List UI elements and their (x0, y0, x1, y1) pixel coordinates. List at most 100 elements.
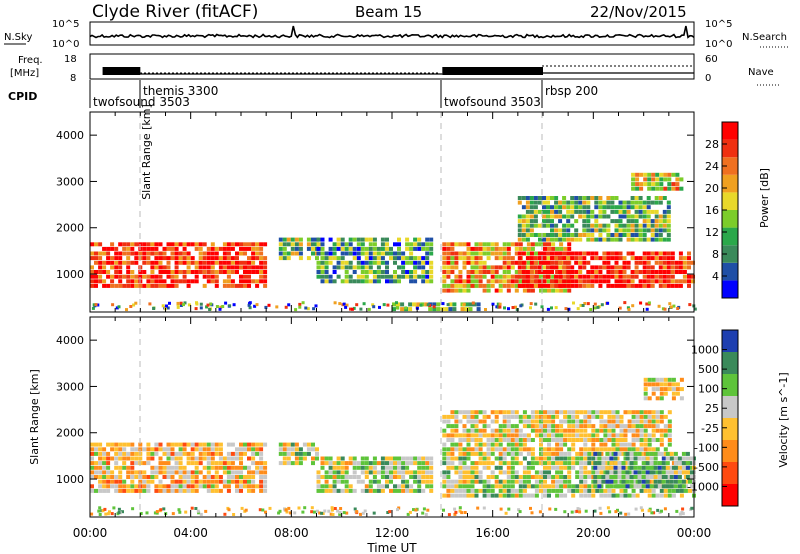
velocity-noise-cell (598, 506, 602, 510)
velocity-cell (340, 475, 345, 479)
velocity-cell (555, 442, 560, 447)
velocity-cell (526, 493, 531, 498)
velocity-cell (651, 447, 656, 452)
power-cell (567, 242, 572, 247)
power-cell (562, 256, 567, 261)
velocity-cell (510, 470, 515, 475)
velocity-cell (502, 479, 507, 484)
velocity-cell (567, 438, 572, 442)
power-cell (474, 251, 479, 256)
velocity-cell (389, 456, 393, 461)
power-noise-cell (267, 303, 271, 307)
velocity-noise-cell (663, 507, 667, 511)
velocity-cell (543, 451, 547, 456)
velocity-cell (673, 461, 678, 466)
power-cell (142, 251, 147, 256)
velocity-cell (206, 470, 211, 475)
power-cell (502, 283, 507, 288)
velocity-cell (239, 447, 243, 452)
power-cell (126, 265, 131, 270)
velocity-noise-cell (608, 510, 612, 514)
power-cell (186, 270, 191, 274)
power-cell (130, 270, 135, 274)
power-cell (554, 274, 559, 279)
power-cell (389, 251, 393, 256)
power-cell (110, 283, 115, 288)
power-cell (671, 182, 676, 187)
velocity-cell (162, 465, 167, 470)
velocity-cell (344, 470, 349, 475)
power-cell (598, 233, 603, 237)
velocity-cell (458, 451, 463, 456)
velocity-cell (655, 387, 660, 392)
velocity-cell (677, 484, 682, 489)
power-noise-cell (248, 302, 251, 306)
power-cell (606, 228, 611, 233)
power-cell (409, 256, 414, 261)
power-cell (393, 242, 397, 247)
power-cell (413, 265, 418, 270)
velocity-cell (555, 465, 560, 470)
velocity-cell (551, 461, 556, 466)
power-cell (578, 265, 583, 270)
velocity-cell (611, 433, 616, 438)
velocity-cell (466, 479, 471, 484)
velocity-cell (263, 479, 268, 484)
power-cell (90, 283, 94, 288)
power-noise-cell (208, 308, 212, 311)
velocity-cell (518, 461, 523, 466)
power-cell (514, 279, 519, 284)
velocity-noise-cell (199, 512, 203, 516)
velocity-cell (526, 438, 531, 442)
velocity-cell (98, 479, 103, 484)
power-cell (518, 242, 523, 247)
velocity-cell (502, 488, 507, 493)
power-cell (622, 283, 627, 288)
power-cell (170, 256, 175, 261)
power-cell (316, 274, 321, 279)
velocity-cell (625, 475, 630, 479)
power-cell (498, 283, 503, 288)
power-cell (546, 214, 550, 219)
velocity-cell (178, 484, 183, 489)
power-cell (344, 246, 349, 251)
velocity-cell (559, 447, 564, 452)
power-cell (442, 251, 447, 256)
velocity-noise-cell (361, 511, 365, 515)
freq-block-2 (442, 67, 543, 75)
velocity-cell (218, 465, 223, 470)
velocity-noise-cell (333, 507, 337, 510)
velocity-cell (518, 451, 523, 456)
power-cell (198, 246, 203, 251)
velocity-cell (655, 410, 660, 415)
velocity-cell (593, 475, 598, 479)
velocity-cell (450, 447, 455, 452)
velocity-cell (543, 479, 547, 484)
velocity-cell (114, 479, 119, 484)
velocity-cell (647, 396, 652, 401)
power-cell (239, 246, 243, 251)
power-cell (466, 242, 471, 247)
power-cell (522, 246, 527, 251)
velocity-noise-cell (101, 509, 105, 513)
power-cell (562, 251, 567, 256)
power-cell (360, 274, 365, 279)
power-cell (409, 246, 414, 251)
power-noise-cell (359, 307, 363, 311)
power-cell (154, 274, 159, 279)
power-colorbar-label: Power [dB] (758, 168, 771, 228)
velocity-noise-cell (422, 507, 426, 511)
velocity-cell (380, 488, 385, 493)
power-cell (655, 172, 660, 177)
velocity-cell (526, 433, 531, 438)
velocity-noise-cell (476, 506, 480, 510)
velocity-cell (643, 414, 648, 419)
power-cell (662, 209, 667, 214)
velocity_panel-colorbar-tick-label: 500 (698, 363, 719, 376)
velocity-cell (401, 456, 406, 461)
velocity-cell (158, 442, 163, 447)
power-cell (586, 228, 591, 233)
velocity-cell (563, 484, 568, 489)
